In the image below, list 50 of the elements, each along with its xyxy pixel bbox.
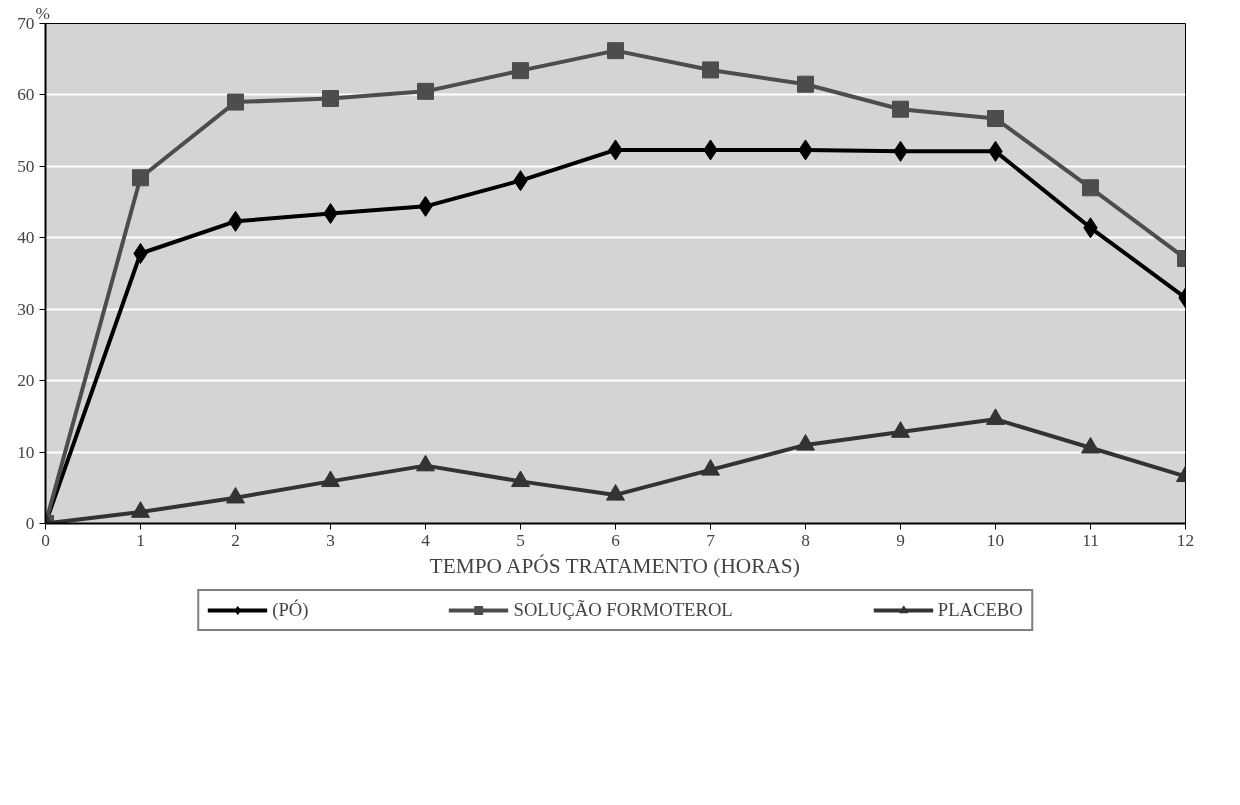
y-tick-label: 70	[17, 14, 35, 33]
point	[321, 470, 340, 488]
x-tick-label: 10	[986, 530, 1005, 550]
y-tick-label: 20	[17, 371, 35, 391]
y-tick-label: 50	[17, 156, 35, 176]
x-tick-label: 9	[896, 530, 905, 550]
x-tick-label: 3	[326, 530, 335, 550]
point	[226, 486, 245, 504]
y-tick-label: 40	[17, 228, 35, 248]
x-tick-label: 11	[1082, 530, 1099, 550]
point	[891, 421, 910, 438]
y-tick-label: 60	[17, 85, 35, 105]
point	[606, 484, 625, 501]
x-tick-label: 6	[611, 530, 621, 550]
x-tick-label: 2	[231, 530, 240, 550]
y-tick-label: 30	[17, 299, 35, 319]
point	[1082, 179, 1099, 197]
legend-label: (PÓ)	[272, 599, 309, 621]
point	[796, 434, 815, 451]
x-tick-label: 8	[801, 530, 810, 550]
point	[607, 42, 624, 60]
point	[892, 100, 909, 118]
point	[702, 61, 719, 79]
y-tick-label: 10	[17, 442, 35, 462]
legend-label: PLACEBO	[937, 599, 1023, 621]
point	[701, 459, 720, 476]
point	[416, 454, 435, 472]
point	[511, 470, 530, 488]
point	[417, 82, 434, 100]
x-axis-title: TEMPO APÓS TRATAMENTO (HORAS)	[429, 553, 800, 578]
x-tick-label: 12	[1176, 530, 1195, 550]
x-tick-label: 4	[421, 530, 431, 550]
point	[1081, 436, 1100, 454]
point	[133, 243, 148, 264]
y-axis-title: %	[35, 3, 50, 23]
point	[797, 75, 814, 93]
x-tick-label: 7	[706, 530, 716, 550]
point	[986, 408, 1005, 425]
point	[987, 110, 1004, 127]
point	[131, 501, 150, 518]
x-tick-label: 5	[516, 530, 525, 550]
x-tick-label: 1	[136, 530, 145, 550]
point	[512, 62, 529, 80]
legend-label: SOLUÇÃO FORMOTEROL	[513, 599, 733, 621]
y-tick-label: 0	[25, 514, 35, 533]
point	[323, 203, 338, 224]
point	[227, 93, 244, 111]
x-tick-label: 0	[41, 530, 50, 550]
point	[322, 90, 339, 107]
point	[132, 169, 149, 187]
